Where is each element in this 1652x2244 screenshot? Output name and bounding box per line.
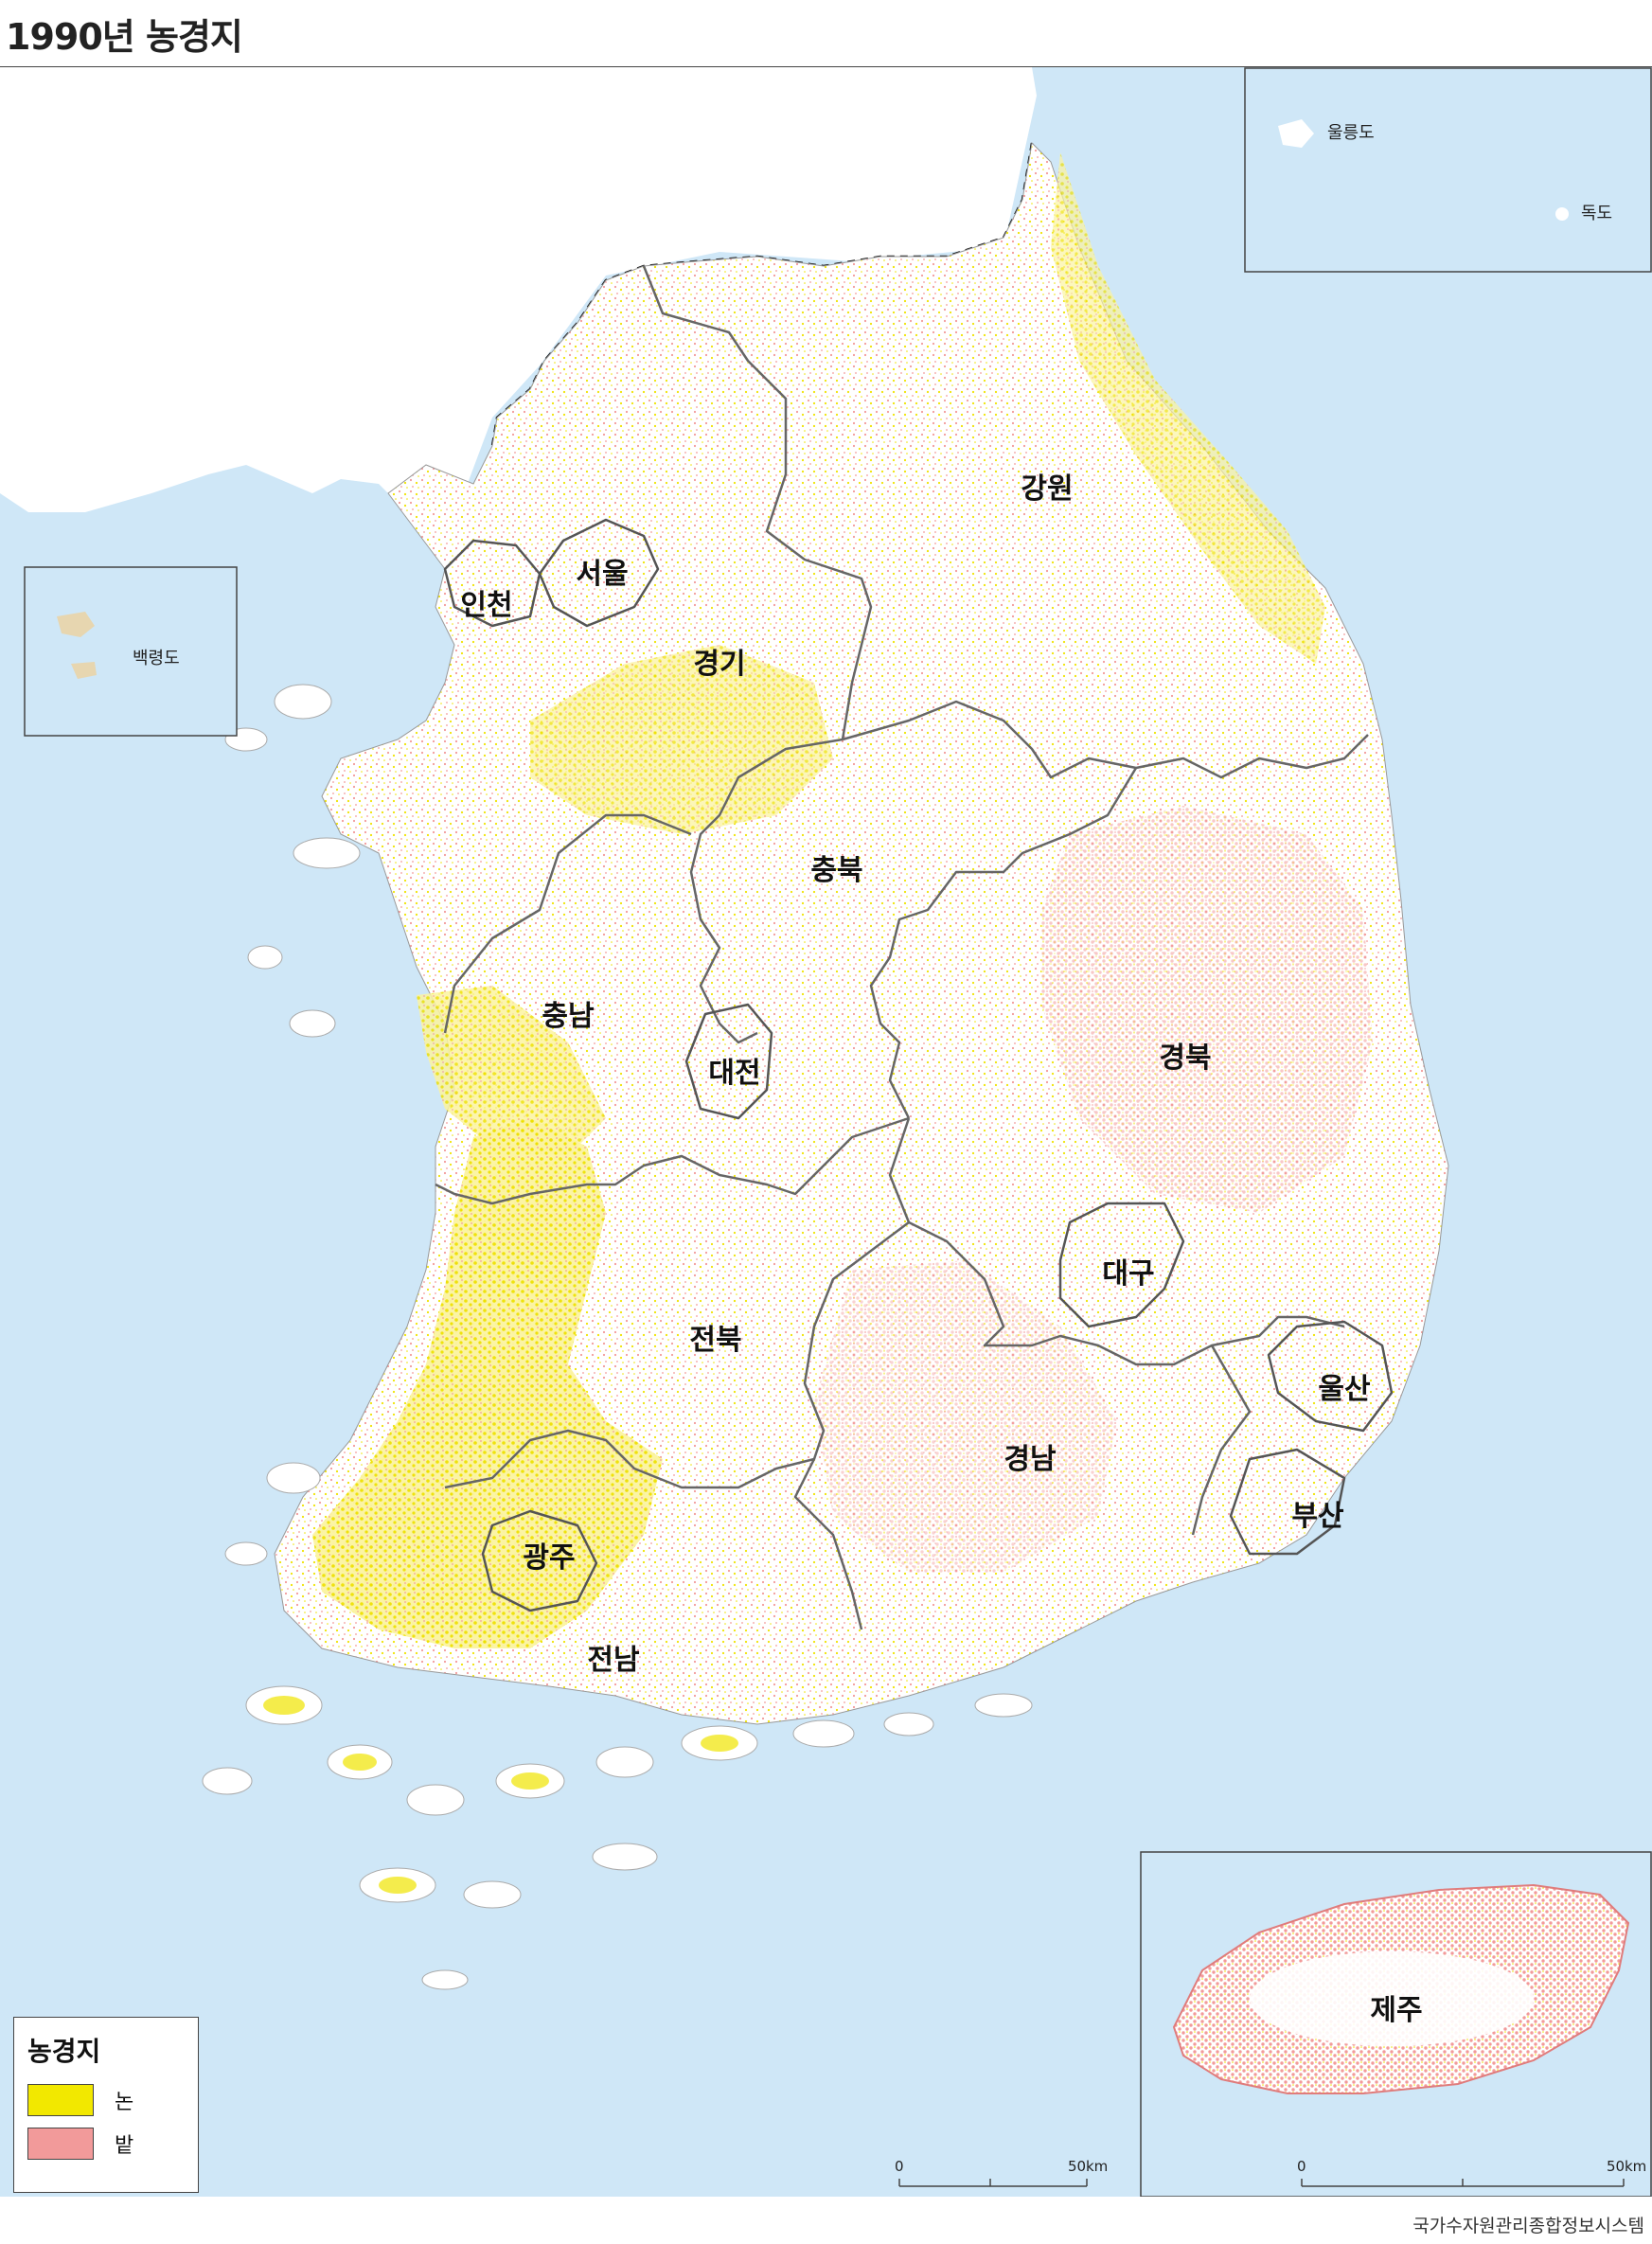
scale-jeju-unit: km [1625, 2158, 1646, 2175]
field-zone-gyeongbuk [1041, 806, 1373, 1213]
scale-main-unit: km [1086, 2158, 1108, 2175]
label-seoul: 서울 [576, 558, 628, 591]
label-chungnam: 충남 [542, 1000, 595, 1033]
scale-jeju-end: 50 [1607, 2158, 1625, 2175]
north-land [0, 67, 1037, 512]
label-jeonbuk: 전북 [689, 1324, 741, 1357]
legend-swatch-paddy [27, 2084, 94, 2116]
label-daejeon: 대전 [708, 1057, 760, 1090]
legend: 농경지 논 밭 [13, 2017, 199, 2193]
label-gyeongnam: 경남 [1004, 1443, 1057, 1476]
paddy-zone-east-coast [1051, 152, 1325, 664]
label-jeonnam: 전남 [587, 1644, 640, 1677]
legend-item-paddy: 논 [27, 2084, 185, 2116]
paddy-zone-west [312, 1118, 663, 1648]
label-gyeonggi: 경기 [693, 648, 745, 681]
scale-bar-jeju: 0 50 km [1297, 2158, 1646, 2187]
label-ulsan: 울산 [1318, 1373, 1371, 1406]
legend-label-paddy: 논 [115, 2091, 134, 2114]
province-boundaries [435, 265, 1369, 1630]
source-credit: 국가수자원관리종합정보시스템 [1412, 2216, 1644, 2236]
city-boundaries [443, 518, 1394, 1612]
label-ulleung: 울릉도 [1327, 123, 1375, 143]
label-daegu: 대구 [1102, 1257, 1154, 1291]
scale-jeju-start: 0 [1297, 2158, 1306, 2175]
map-title: 1990년 농경지 [6, 16, 243, 58]
island-farmland [263, 1696, 738, 1894]
label-gyeongbuk: 경북 [1159, 1042, 1211, 1075]
scale-main-start: 0 [895, 2158, 904, 2175]
label-dokdo: 독도 [1581, 204, 1612, 223]
inset-ulleung-dokdo: 울릉도 독도 [1244, 67, 1652, 273]
label-incheon: 인천 [460, 589, 512, 622]
paddy-zone-chungnam [417, 986, 606, 1156]
legend-title: 농경지 [27, 2036, 101, 2067]
label-gangwon: 강원 [1021, 472, 1073, 506]
legend-swatch-field [27, 2128, 94, 2160]
scale-bar-main: 0 50 km [895, 2158, 1108, 2187]
label-gwangju: 광주 [523, 1541, 575, 1575]
label-baengnyeong: 백령도 [133, 649, 180, 668]
inset-jeju: 제주 0 50 km [1140, 1851, 1652, 2197]
scale-main-end: 50 [1068, 2158, 1086, 2175]
inset-baengnyeong: 백령도 [24, 566, 238, 737]
label-chungbuk: 충북 [810, 854, 862, 887]
map-area: 강원 서울 인천 경기 충북 충남 대전 경북 대구 전북 울산 경남 부산 광… [0, 66, 1652, 2197]
legend-item-field: 밭 [27, 2128, 185, 2160]
label-busan: 부산 [1291, 1500, 1344, 1533]
west-islands [202, 684, 1033, 1990]
label-jeju: 제주 [1370, 1994, 1422, 2027]
paddy-zone-gyeonggi [530, 645, 833, 834]
legend-label-field: 밭 [115, 2134, 134, 2158]
field-zone-gyeongnam [814, 1260, 1117, 1573]
